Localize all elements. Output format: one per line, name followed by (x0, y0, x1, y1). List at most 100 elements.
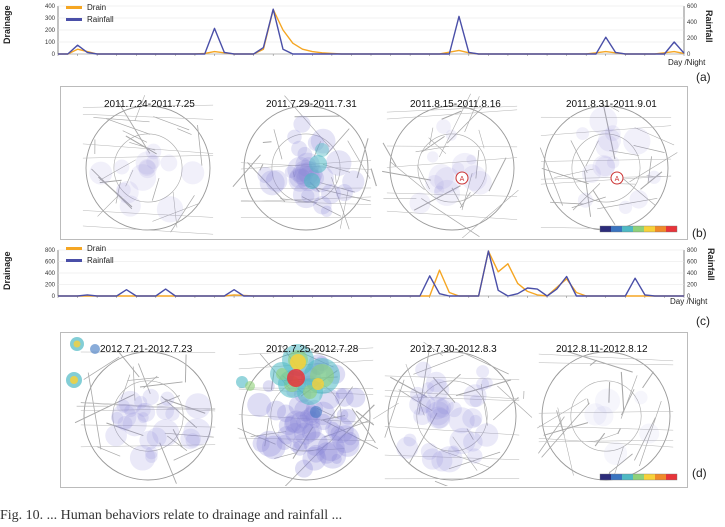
density-blob (343, 431, 357, 446)
road (82, 225, 214, 235)
road (151, 177, 160, 201)
road (232, 154, 261, 187)
legend-rain-label: Rainfall (87, 15, 114, 24)
y-tick-left: 300 (45, 16, 56, 22)
density-blob (462, 408, 483, 429)
density-blob (434, 166, 461, 194)
density-blob (476, 365, 490, 379)
road (413, 185, 461, 211)
density-blob (467, 448, 483, 464)
panel-d-maps (66, 337, 678, 486)
density-blob (595, 134, 619, 158)
density-blob (105, 424, 127, 447)
road (115, 181, 121, 204)
road (384, 395, 520, 402)
density-blob (447, 445, 460, 457)
road (538, 416, 565, 454)
road (82, 155, 214, 159)
density-blob (259, 170, 285, 196)
density-blob (310, 128, 336, 154)
road (80, 424, 216, 428)
density-blob (165, 406, 180, 421)
density-blob (301, 423, 320, 442)
colorbar-frame (599, 225, 678, 233)
road (240, 159, 372, 170)
road (446, 105, 485, 144)
colorbar-segment (644, 226, 655, 232)
road (240, 200, 372, 205)
ring-road (389, 105, 515, 231)
density-blob (448, 407, 475, 434)
density-blob (316, 442, 338, 464)
road-network (373, 341, 533, 486)
road (589, 359, 598, 366)
panel-d-letter: (d) (692, 466, 707, 480)
hotspot-core (73, 340, 81, 348)
road (602, 100, 616, 160)
density-blob (421, 448, 444, 470)
density-blob (469, 394, 482, 407)
density-blob (307, 134, 325, 152)
map-d3-label: 2012.7.30-2012.8.3 (410, 344, 497, 355)
density-blob (576, 127, 590, 141)
density-blob (119, 195, 141, 217)
ring-road (83, 351, 213, 481)
marker-a-label: A (460, 176, 465, 183)
road (351, 408, 376, 444)
y-tick-right: 0 (687, 52, 691, 58)
marker-a-circle (610, 171, 624, 185)
legend-c-rain-label: Rainfall (87, 256, 114, 265)
road (159, 442, 177, 484)
density-blob (293, 434, 310, 451)
road (327, 386, 353, 423)
colorbar-segment (622, 226, 633, 232)
road (347, 140, 371, 179)
marker-a-label: A (615, 176, 620, 183)
density-blob (278, 416, 298, 436)
road (152, 202, 200, 222)
road (608, 382, 611, 403)
density-blob (116, 399, 130, 413)
density-blob (623, 127, 651, 155)
road (538, 439, 674, 443)
density-blob (284, 166, 297, 178)
density-blob (185, 433, 200, 448)
density-blob (138, 159, 156, 176)
road (156, 395, 180, 406)
density-blob (469, 414, 482, 427)
density-blob (598, 128, 621, 152)
colorbar-segment (611, 474, 622, 480)
density-blob (145, 143, 162, 160)
road (132, 366, 136, 401)
density-blob (339, 408, 356, 425)
road (373, 402, 399, 420)
road (274, 452, 298, 459)
density-blob (428, 164, 455, 190)
density-blob (331, 453, 342, 465)
density-blob (156, 402, 175, 420)
road (538, 425, 674, 431)
panel-b-letter: (b) (692, 226, 707, 240)
road (537, 398, 587, 429)
road (284, 442, 328, 486)
density-blob (317, 434, 345, 462)
y-tick-left: 800 (45, 248, 56, 254)
road (633, 145, 665, 153)
road (247, 162, 286, 202)
road (80, 402, 216, 410)
road (550, 201, 584, 205)
road (386, 157, 518, 168)
map-d2-label: 2012.7.25-2012.7.28 (266, 344, 359, 355)
density-blob (446, 401, 462, 418)
density-blob (420, 443, 438, 460)
road (80, 444, 216, 448)
road (237, 427, 276, 445)
density-blob (634, 390, 648, 405)
road (323, 420, 370, 438)
road (292, 426, 314, 459)
legend-drain-entry: Drain (66, 3, 114, 12)
road (82, 143, 214, 154)
density-blob (327, 416, 354, 444)
density-blob (321, 183, 341, 204)
density-blob (262, 380, 275, 393)
